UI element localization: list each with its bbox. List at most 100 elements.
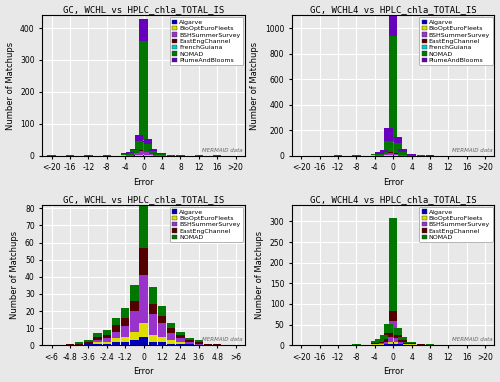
Bar	[84, 342, 92, 343]
Bar	[112, 338, 120, 342]
Bar	[75, 342, 84, 343]
Bar	[398, 340, 406, 342]
Title: GC, WCHL4 vs HPLC_chla_TOTAL_IS: GC, WCHL4 vs HPLC_chla_TOTAL_IS	[310, 195, 476, 204]
Y-axis label: Number of Matchups: Number of Matchups	[10, 231, 20, 319]
Bar	[130, 150, 138, 153]
Bar	[140, 19, 148, 42]
Bar	[167, 333, 175, 340]
Bar	[176, 338, 184, 342]
Bar	[158, 323, 166, 337]
Bar	[84, 343, 92, 345]
Bar	[370, 343, 379, 345]
Bar	[121, 153, 130, 154]
Bar	[102, 343, 111, 345]
Bar	[148, 151, 157, 154]
Bar	[130, 153, 138, 155]
Bar	[375, 343, 384, 345]
X-axis label: Error: Error	[134, 367, 154, 376]
Bar	[94, 340, 102, 342]
Bar	[380, 340, 388, 342]
Bar	[380, 335, 388, 340]
Legend: Algarve, BioOptEuroFleets, BSHSummerSurvey, EastEngChannel, FrenchGuiana, NOMAD,: Algarve, BioOptEuroFleets, BSHSummerSurv…	[170, 17, 243, 65]
Bar	[153, 154, 162, 155]
Bar	[121, 318, 130, 327]
Bar	[403, 154, 411, 155]
Bar	[176, 335, 184, 338]
Bar	[140, 142, 148, 154]
Bar	[384, 342, 393, 344]
Bar	[140, 323, 148, 337]
Text: MERMAID data: MERMAID data	[452, 148, 492, 153]
Bar	[94, 333, 102, 337]
Bar	[158, 154, 166, 155]
Bar	[130, 285, 138, 301]
Bar	[158, 342, 166, 345]
Bar	[112, 332, 120, 338]
Bar	[186, 338, 194, 340]
Bar	[140, 141, 148, 142]
Bar	[213, 343, 222, 345]
Bar	[94, 342, 102, 343]
Bar	[375, 152, 384, 154]
Title: GC, WCHL vs HPLC_chla_TOTAL_IS: GC, WCHL vs HPLC_chla_TOTAL_IS	[63, 195, 224, 204]
Bar	[121, 154, 130, 155]
Bar	[66, 343, 74, 345]
Bar	[375, 340, 384, 342]
Bar	[375, 342, 384, 343]
Bar	[121, 327, 130, 337]
Bar	[394, 137, 402, 143]
Bar	[380, 154, 388, 155]
Bar	[135, 135, 143, 141]
Bar	[389, 142, 398, 143]
Title: GC, WCHL4 vs HPLC_chla_TOTAL_IS: GC, WCHL4 vs HPLC_chla_TOTAL_IS	[310, 6, 476, 15]
Bar	[112, 318, 120, 325]
Bar	[394, 154, 402, 155]
X-axis label: Error: Error	[383, 178, 404, 187]
Bar	[194, 342, 203, 343]
Bar	[130, 311, 138, 332]
Bar	[102, 342, 111, 343]
Bar	[126, 154, 134, 155]
Bar	[375, 154, 384, 155]
Bar	[384, 153, 393, 155]
Bar	[167, 323, 175, 328]
Bar	[394, 335, 402, 338]
Bar	[121, 342, 130, 345]
Bar	[398, 337, 406, 340]
Bar	[398, 149, 406, 152]
Bar	[148, 154, 157, 155]
Bar	[130, 340, 138, 345]
Bar	[380, 342, 388, 343]
Bar	[148, 342, 157, 345]
Bar	[186, 343, 194, 345]
Bar	[135, 141, 143, 150]
Bar	[112, 325, 120, 332]
Bar	[121, 308, 130, 318]
Bar	[384, 152, 393, 153]
Bar	[403, 342, 411, 343]
Bar	[94, 337, 102, 340]
Legend: Algarve, BioOptEuroFleets, BSHSummerSurvey, EastEngChannel, NOMAD: Algarve, BioOptEuroFleets, BSHSummerSurv…	[170, 207, 243, 243]
Bar	[389, 8, 398, 36]
Bar	[167, 340, 175, 343]
Bar	[148, 287, 157, 304]
Bar	[148, 304, 157, 314]
Bar	[389, 338, 398, 342]
Bar	[194, 343, 203, 345]
Y-axis label: Number of Matchups: Number of Matchups	[250, 41, 260, 129]
Bar	[176, 342, 184, 343]
Bar	[140, 200, 148, 248]
Bar	[140, 42, 148, 140]
Bar	[398, 152, 406, 155]
Bar	[394, 342, 402, 344]
Bar	[384, 344, 393, 345]
Bar	[384, 337, 393, 342]
Bar	[380, 152, 388, 154]
Title: GC, WCHL vs HPLC_chla_TOTAL_IS: GC, WCHL vs HPLC_chla_TOTAL_IS	[63, 6, 224, 15]
Bar	[408, 342, 416, 343]
X-axis label: Error: Error	[134, 178, 154, 187]
Y-axis label: Number of Matchups: Number of Matchups	[6, 41, 15, 129]
Bar	[75, 343, 84, 345]
Bar	[186, 340, 194, 342]
Bar	[102, 338, 111, 342]
